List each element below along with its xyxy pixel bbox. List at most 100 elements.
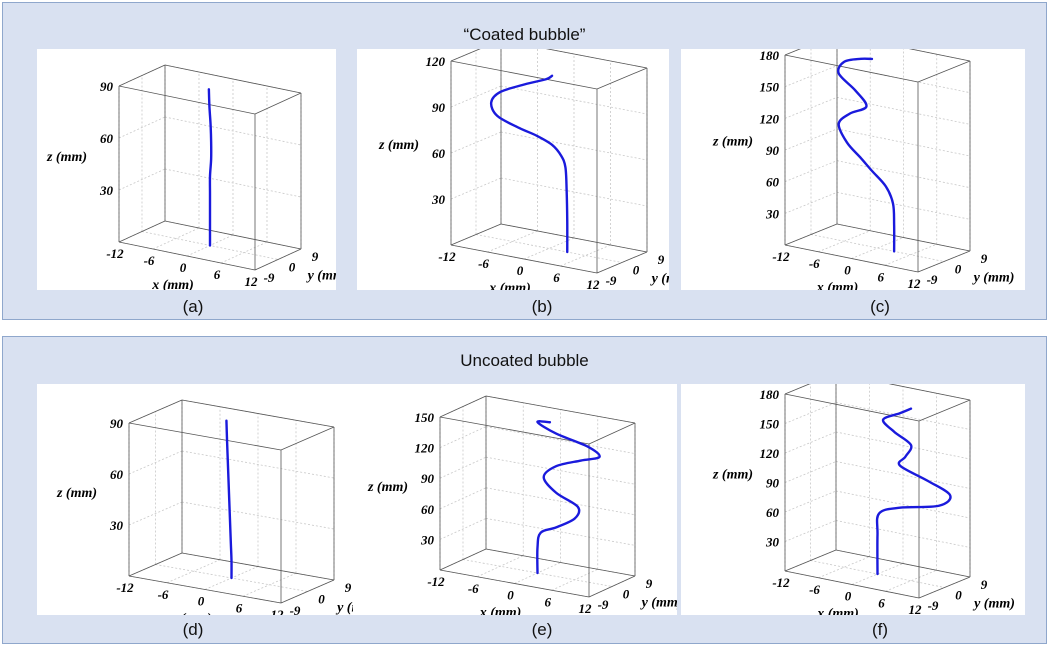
grid-line [450, 131, 502, 154]
z-tick-label: 30 [109, 518, 124, 533]
box-edge [254, 92, 302, 115]
y-tick-label: -9 [606, 273, 617, 288]
box-edge [128, 552, 183, 577]
z-tick-label: 60 [110, 467, 124, 482]
grid-line [128, 501, 183, 526]
box-edge [908, 49, 971, 62]
grid-line [851, 237, 904, 259]
z-axis-label: z (mm) [378, 138, 419, 153]
z-tick-label: 120 [426, 54, 446, 69]
y-tick-label: -9 [264, 270, 275, 285]
x-tick-label: 12 [908, 276, 922, 290]
box-edge [439, 569, 590, 598]
x-tick-label: 12 [579, 601, 593, 615]
z-tick-label: 60 [432, 146, 446, 161]
z-tick-label: 120 [415, 441, 435, 456]
caption-e: (e) [531, 620, 553, 639]
grid-line [485, 426, 636, 454]
box-edge [450, 49, 481, 62]
x-tick-label: -12 [427, 574, 445, 589]
z-tick-label: 30 [765, 206, 780, 221]
y-tick-label: 9 [312, 249, 319, 264]
caption-a: (a) [182, 297, 204, 316]
y-axis-label: y (mm) [972, 597, 1015, 612]
box-edge [888, 384, 971, 401]
grid-line [784, 191, 838, 214]
trajectory-line [875, 407, 952, 576]
box-edge [588, 575, 636, 598]
panel-title-uncoated: Uncoated bubble [460, 351, 589, 370]
caption-f: (f) [871, 620, 889, 639]
grid-line [784, 402, 837, 424]
z-tick-label: 90 [766, 143, 780, 158]
box-edge [280, 426, 335, 451]
y-tick-label: -9 [927, 272, 938, 287]
plot-b: -12 -6 0 6 12 -9 0 9 30 60 90 120 x (mm) y (mm) z (mm) [357, 49, 669, 290]
y-tick-label: 0 [955, 588, 962, 603]
grid-line [784, 490, 837, 513]
box-edge [450, 60, 598, 90]
x-tick-label: -12 [116, 580, 134, 595]
x-tick-label: 6 [236, 600, 243, 615]
box-edge [485, 548, 636, 577]
grid-line [784, 520, 837, 542]
grid-line [439, 456, 487, 479]
grid-line [560, 244, 611, 267]
z-tick-label: 150 [760, 80, 780, 95]
grid-line [439, 518, 487, 540]
grid-line [784, 461, 837, 483]
y-tick-label: 9 [981, 251, 988, 266]
grid-line [487, 230, 538, 253]
box-edge [784, 393, 920, 422]
z-axis-label: z (mm) [46, 150, 87, 165]
x-tick-label: 0 [180, 260, 187, 275]
x-tick-label: 12 [245, 274, 259, 289]
y-tick-label: 9 [658, 252, 665, 267]
box-edge [918, 399, 971, 422]
x-tick-label: 6 [553, 270, 560, 285]
z-tick-label: 150 [760, 417, 780, 432]
x-axis-label: x (mm) [169, 612, 212, 616]
box-edge [439, 395, 487, 418]
grid-line [523, 237, 575, 260]
z-tick-label: 60 [421, 502, 435, 517]
y-axis-label: y (mm) [640, 596, 677, 611]
y-tick-label: 9 [981, 577, 988, 592]
x-tick-label: 6 [878, 595, 885, 610]
x-tick-label: -12 [772, 249, 790, 264]
box-edge [545, 49, 648, 69]
box-edge [784, 244, 919, 273]
trajectory-line [536, 420, 601, 575]
plot-svg: -12 -6 0 6 12 -9 0 9 30 60 90 x (mm) y (mm) z (mm) [46, 64, 336, 290]
grid-line [836, 96, 971, 125]
x-tick-label: 6 [545, 594, 552, 609]
grid-line [836, 65, 971, 94]
y-tick-label: 0 [318, 592, 325, 607]
box-edge [596, 67, 648, 90]
y-axis-label: y (mm) [306, 269, 336, 284]
trajectory-line [837, 57, 896, 253]
z-tick-label: 30 [99, 183, 114, 198]
x-tick-label: 6 [214, 267, 221, 282]
x-tick-label: 12 [587, 277, 601, 290]
y-tick-label: 9 [646, 576, 653, 591]
box-edge [181, 399, 335, 428]
x-axis-label: x (mm) [479, 606, 522, 616]
y-tick-label: 0 [289, 260, 296, 275]
grid-line [885, 569, 937, 592]
box-edge [181, 552, 335, 581]
box-edge [118, 85, 256, 115]
box-edge [917, 250, 971, 273]
grid-line [181, 501, 335, 530]
y-tick-label: 0 [955, 262, 962, 277]
grid-line [242, 572, 297, 597]
x-tick-label: 12 [271, 607, 285, 615]
z-tick-label: 90 [766, 476, 780, 491]
box-edge [128, 399, 183, 424]
box-edge [836, 223, 971, 252]
grid-line [166, 559, 221, 584]
z-tick-label: 150 [415, 410, 435, 425]
box-edge [254, 248, 302, 271]
x-axis-label: x (mm) [816, 281, 859, 291]
grid-line [784, 65, 838, 88]
